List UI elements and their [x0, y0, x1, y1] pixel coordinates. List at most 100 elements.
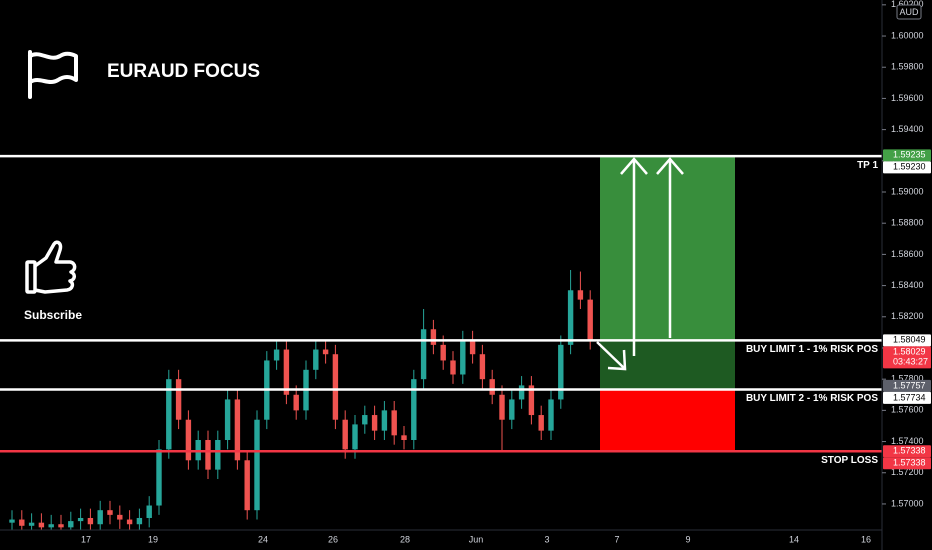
candle-body [460, 340, 466, 375]
candle-body [234, 399, 241, 461]
candle-body [166, 379, 172, 450]
x-tick-label: 28 [400, 534, 410, 544]
level-label: BUY LIMIT 1 - 1% RISK POS [746, 344, 878, 355]
x-tick-label: 14 [789, 534, 799, 544]
candle-body [420, 329, 427, 380]
x-tick-label: 9 [685, 534, 690, 544]
price-tag-label: 1.57338 [893, 458, 926, 468]
y-tick-label: 1.59000 [891, 186, 924, 196]
price-tag [883, 391, 931, 404]
candle-body [28, 522, 35, 526]
price-tag-label: 1.57734 [893, 392, 926, 402]
candle-body [156, 449, 162, 506]
price-tag [883, 334, 931, 347]
candle-body [479, 354, 486, 380]
candle-body [205, 440, 211, 470]
candle-body [548, 399, 554, 431]
y-tick-label: 1.57200 [891, 467, 924, 477]
y-tick-label: 1.59800 [891, 62, 924, 72]
zone [600, 389, 735, 452]
y-tick-label: 1.57800 [891, 374, 924, 384]
candle-body [362, 415, 368, 425]
candle-body [19, 519, 25, 526]
candle-body [38, 522, 45, 528]
price-tag [883, 149, 931, 162]
candle-body [293, 394, 299, 411]
candle-body [391, 410, 397, 436]
thumbs-up-icon [25, 240, 77, 294]
candle-body [322, 349, 329, 355]
candle-body [68, 521, 74, 528]
candle-body [450, 360, 456, 375]
price-tag-timer: 03:43:27 [893, 357, 928, 367]
candle-body [332, 354, 339, 420]
candle-body [283, 349, 290, 395]
candle-body [244, 460, 250, 511]
price-tag-label: 1.58049 [893, 335, 926, 345]
candle-body [518, 385, 525, 400]
flag-icon [28, 50, 78, 99]
currency-box [896, 4, 922, 20]
x-tick-label: 24 [258, 534, 268, 544]
candle-body [313, 349, 319, 370]
y-tick-label: 1.58600 [891, 249, 924, 259]
candle-body [175, 379, 182, 420]
y-tick-label: 1.57000 [891, 498, 924, 508]
price-tag-label: 1.58029 [893, 347, 926, 357]
price-tag [883, 457, 931, 470]
candle-body [499, 394, 505, 420]
candle-body [48, 524, 54, 528]
candle-body [185, 419, 192, 461]
candle-body [9, 519, 15, 523]
candle-body [254, 419, 260, 511]
x-tick-label: 19 [148, 534, 158, 544]
candle-body [146, 505, 152, 518]
candle-body [401, 435, 407, 441]
x-tick-label: Jun [469, 534, 484, 544]
candle-body [87, 517, 94, 525]
candle-body [342, 419, 348, 450]
y-tick-label: 1.60000 [891, 30, 924, 40]
level-label: BUY LIMIT 2 - 1% RISK POS [746, 393, 878, 404]
candles [9, 269, 593, 530]
candle-body [469, 340, 476, 355]
candle-body [352, 424, 358, 450]
candle-body [430, 329, 437, 345]
y-tick-label: 1.58200 [891, 311, 924, 321]
price-tag-label: 1.57338 [893, 446, 926, 456]
level-label: STOP LOSS [821, 455, 878, 466]
currency: AUD [899, 7, 919, 17]
y-tick-label: 1.59600 [891, 93, 924, 103]
levels: TP 1 BUY LIMIT 1 - 1% RISK POS BUY LIMIT 2… [0, 154, 882, 466]
price-tag [883, 445, 931, 458]
candle-body [538, 415, 544, 431]
candle-body [273, 349, 280, 361]
title: EURAUD FOCUS [107, 61, 260, 82]
y-tick-label: 1.57400 [891, 436, 924, 446]
candle-body [567, 290, 574, 345]
price-tag [883, 379, 931, 392]
price-tag [883, 346, 931, 369]
y-tick-label: 1.58400 [891, 280, 924, 290]
x-tick-label: 7 [614, 534, 619, 544]
level-label: TP 1 [857, 160, 878, 171]
arrows [596, 157, 684, 371]
candle-body [558, 344, 564, 400]
candle-body [117, 514, 123, 520]
candle-body [509, 399, 515, 420]
x-tick-label: 3 [544, 534, 549, 544]
candle-body [381, 410, 388, 431]
zone [600, 156, 735, 341]
candle-body [224, 399, 231, 441]
candle-body [97, 510, 103, 525]
candle-body [371, 415, 378, 431]
price-tag [883, 161, 931, 174]
x-tick-label: 17 [81, 534, 91, 544]
candle-body [411, 379, 417, 441]
candle-body [440, 344, 446, 361]
candle-body [126, 519, 133, 525]
candle-body [58, 524, 64, 528]
